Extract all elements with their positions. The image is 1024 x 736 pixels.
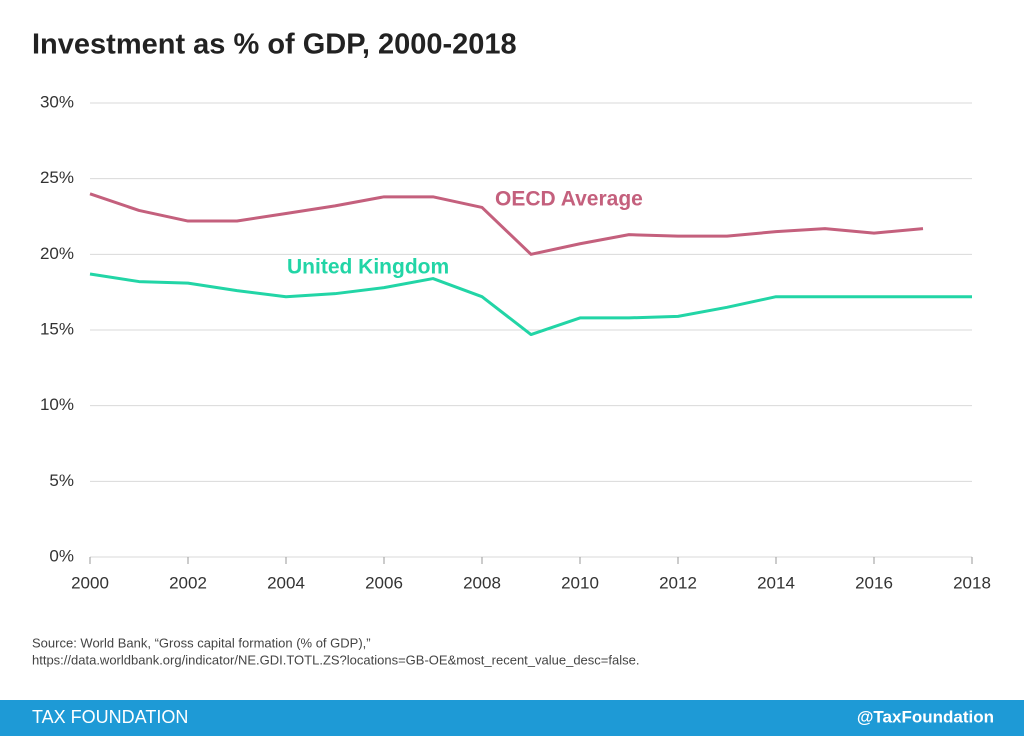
x-tick-label: 2004	[267, 573, 305, 592]
y-tick-label: 25%	[40, 168, 74, 187]
footer-brand: TAX FOUNDATION	[32, 707, 188, 727]
footer-bar	[0, 700, 1024, 736]
source-note: https://data.worldbank.org/indicator/NE.…	[32, 652, 639, 667]
x-tick-label: 2014	[757, 573, 795, 592]
footer-handle: @TaxFoundation	[857, 707, 994, 726]
x-tick-label: 2010	[561, 573, 599, 592]
series-line	[89, 272, 972, 337]
chart-title: Investment as % of GDP, 2000-2018	[32, 29, 517, 61]
series-line	[89, 192, 924, 256]
x-tick-label: 2000	[71, 573, 109, 592]
y-tick-label: 15%	[40, 319, 74, 338]
y-tick-label: 30%	[40, 92, 74, 111]
y-tick-label: 0%	[49, 546, 74, 565]
x-tick-label: 2008	[463, 573, 501, 592]
x-tick-label: 2006	[365, 573, 403, 592]
y-tick-label: 10%	[40, 395, 74, 414]
y-tick-label: 5%	[49, 471, 74, 490]
source-note: Source: World Bank, “Gross capital forma…	[32, 635, 371, 650]
series-label: OECD Average	[495, 188, 643, 211]
x-tick-label: 2016	[855, 573, 893, 592]
x-tick-label: 2002	[169, 573, 207, 592]
x-tick-label: 2012	[659, 573, 697, 592]
y-tick-label: 20%	[40, 244, 74, 263]
x-tick-label: 2018	[953, 573, 991, 592]
series-label: United Kingdom	[287, 256, 449, 279]
